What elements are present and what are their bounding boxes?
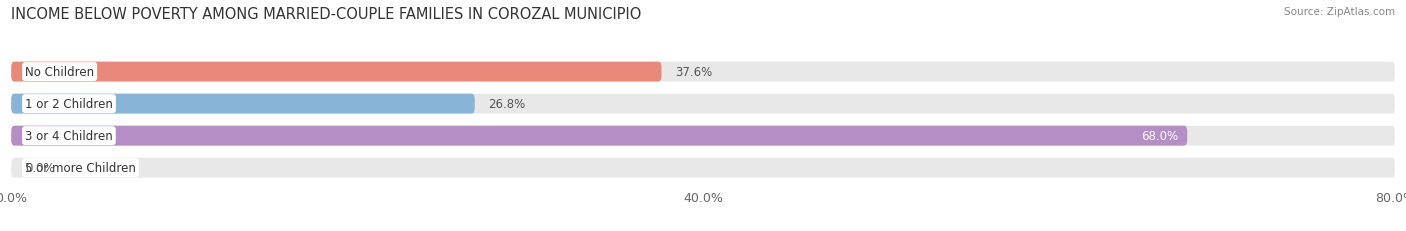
FancyBboxPatch shape [11,62,661,82]
FancyBboxPatch shape [11,126,1395,146]
Text: INCOME BELOW POVERTY AMONG MARRIED-COUPLE FAMILIES IN COROZAL MUNICIPIO: INCOME BELOW POVERTY AMONG MARRIED-COUPL… [11,7,641,22]
Text: No Children: No Children [25,66,94,79]
FancyBboxPatch shape [11,62,1395,82]
Text: 26.8%: 26.8% [488,98,526,111]
FancyBboxPatch shape [11,158,1395,178]
FancyBboxPatch shape [11,94,475,114]
FancyBboxPatch shape [11,126,1187,146]
Text: 37.6%: 37.6% [675,66,713,79]
Text: Source: ZipAtlas.com: Source: ZipAtlas.com [1284,7,1395,17]
FancyBboxPatch shape [11,94,1395,114]
Text: 68.0%: 68.0% [1142,130,1178,143]
Text: 1 or 2 Children: 1 or 2 Children [25,98,112,111]
Text: 3 or 4 Children: 3 or 4 Children [25,130,112,143]
Text: 5 or more Children: 5 or more Children [25,161,136,174]
Text: 0.0%: 0.0% [25,161,55,174]
